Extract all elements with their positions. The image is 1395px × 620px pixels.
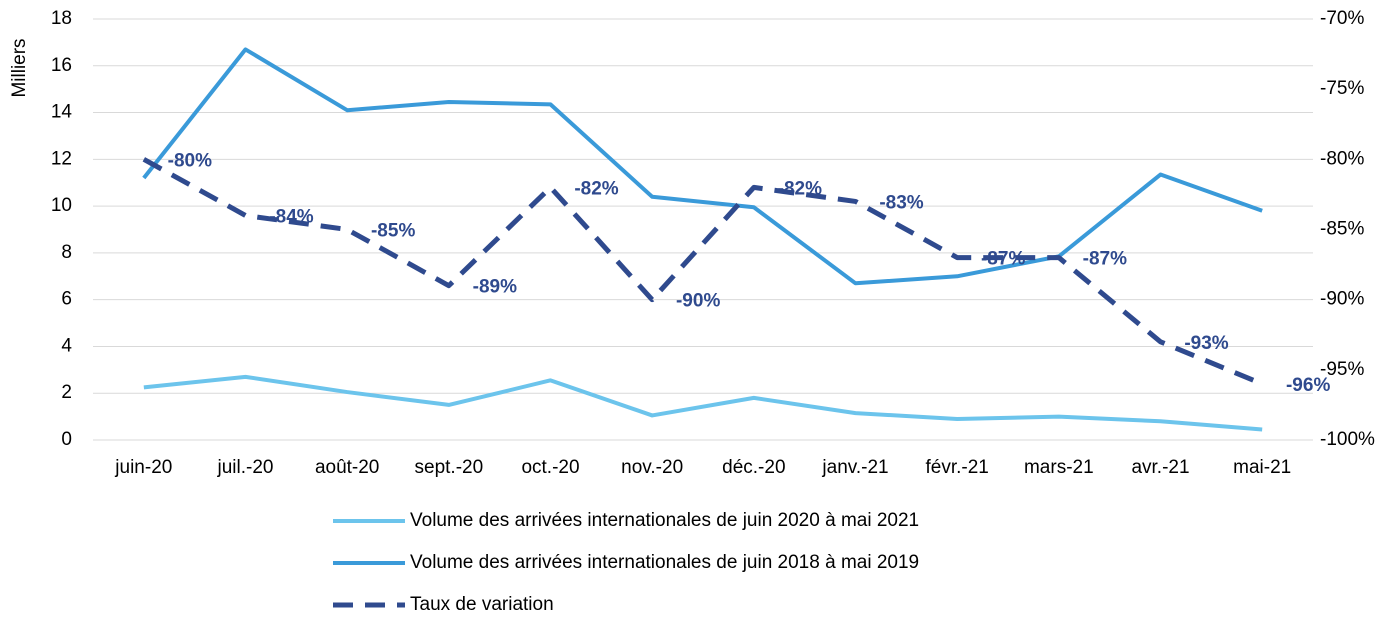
series-line (142, 157, 1264, 387)
x-tick-label: oct.-20 (521, 457, 579, 478)
y-tick-label: 6 (61, 289, 72, 310)
y2-tick-label: -80% (1320, 148, 1364, 169)
data-label: -82% (778, 178, 822, 199)
y-tick-label: 14 (51, 102, 73, 123)
data-label: -96% (1286, 375, 1330, 396)
x-tick-label: déc.-20 (722, 457, 785, 478)
y-tick-label: 18 (51, 8, 72, 29)
y2-tick-label: -70% (1320, 8, 1364, 29)
data-label: -93% (1184, 333, 1228, 354)
y-axis-label: Milliers (9, 38, 30, 97)
y2-tick-label: -100% (1320, 429, 1375, 450)
legend-label: Taux de variation (410, 594, 554, 615)
series-line (143, 374, 1263, 432)
data-label: -89% (473, 277, 517, 298)
x-tick-label: févr.-21 (925, 457, 988, 478)
y-tick-label: 10 (51, 195, 72, 216)
y-tick-label: 0 (61, 429, 72, 450)
y2-tick-label: -85% (1320, 219, 1364, 240)
legend-label: Volume des arrivées internationales de j… (410, 552, 919, 573)
x-tick-label: nov.-20 (621, 457, 683, 478)
data-label: -84% (269, 206, 313, 227)
y2-tick-label: -75% (1320, 78, 1364, 99)
x-tick-label: juin-20 (114, 457, 172, 478)
y2-tick-label: -95% (1320, 359, 1364, 380)
x-tick-label: janv.-21 (821, 457, 888, 478)
data-label: -82% (574, 178, 618, 199)
data-label: -80% (168, 150, 212, 171)
y-tick-label: 8 (61, 242, 72, 263)
data-label: -90% (676, 291, 720, 312)
y2-tick-label: -90% (1320, 289, 1364, 310)
data-label: -85% (371, 221, 415, 242)
series-line (142, 47, 1263, 286)
data-label: -83% (879, 192, 923, 213)
y-tick-label: 2 (61, 382, 72, 403)
x-tick-label: août-20 (315, 457, 379, 478)
x-tick-label: avr.-21 (1131, 457, 1189, 478)
x-tick-label: mars-21 (1024, 457, 1094, 478)
x-tick-label: mai-21 (1233, 457, 1291, 478)
data-label: -87% (1083, 249, 1127, 270)
y-tick-label: 12 (51, 148, 72, 169)
legend-label: Volume des arrivées internationales de j… (410, 510, 919, 531)
data-label: -87% (981, 249, 1025, 270)
x-tick-label: juil.-20 (217, 457, 274, 478)
y-tick-label: 16 (51, 55, 72, 76)
y-tick-label: 4 (61, 335, 72, 356)
x-tick-label: sept.-20 (415, 457, 484, 478)
